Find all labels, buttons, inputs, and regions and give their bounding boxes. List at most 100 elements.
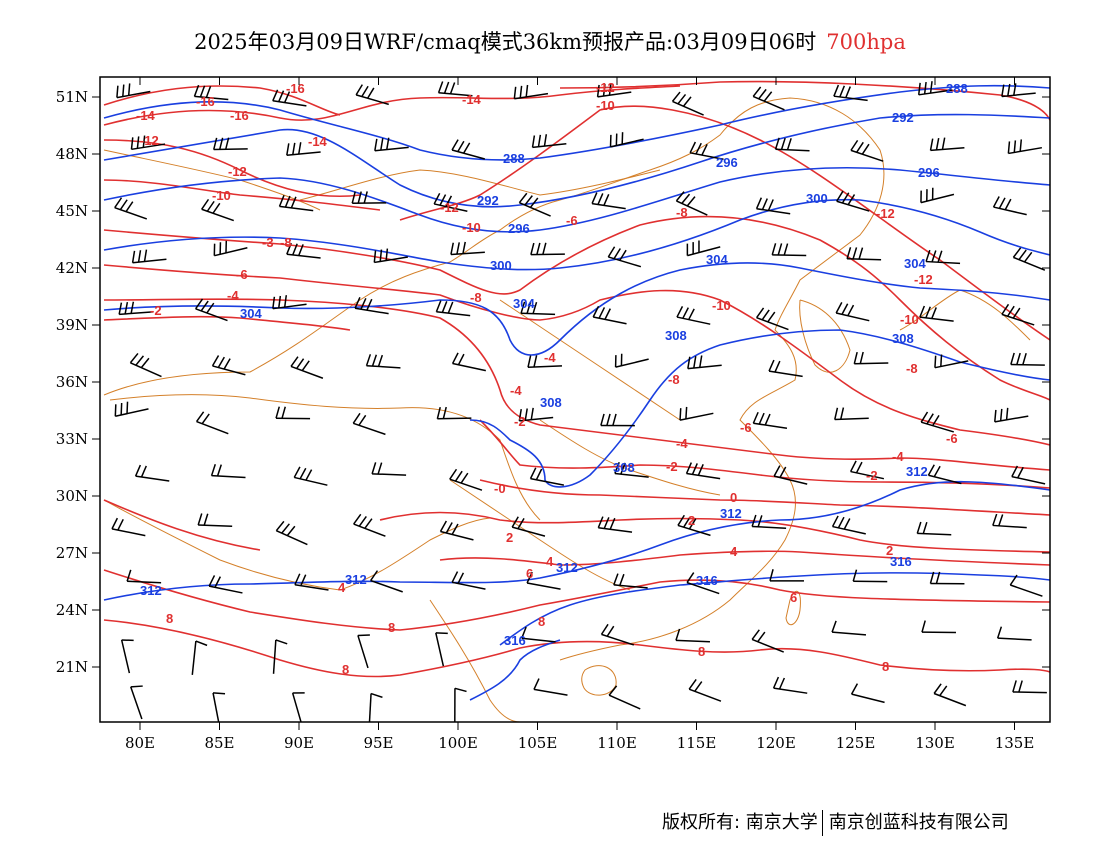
label-316: 316: [696, 573, 718, 588]
label-292: 292: [892, 110, 914, 125]
wind-barb: [614, 353, 649, 368]
label-t6b: 6: [790, 590, 797, 605]
provinces-2: [539, 419, 721, 496]
label-308b: 308: [892, 331, 914, 346]
label-t-6d: -6: [946, 431, 958, 446]
wind-barb: [925, 249, 961, 265]
label-296: 296: [716, 155, 738, 170]
wind-barb: [436, 406, 472, 420]
label-300: 300: [806, 191, 828, 206]
wind-barb: [118, 301, 154, 316]
wind-barb: [129, 352, 162, 378]
label-312e: 312: [345, 572, 367, 587]
label-t-10d: -10: [712, 298, 731, 313]
wind-barb: [371, 462, 407, 476]
label-t-8: -8: [676, 205, 688, 220]
y-axis: 51N 48N 45N 42N 39N 36N 33N 30N 27N 24N 21N: [56, 88, 1050, 676]
label-t8f: 8: [342, 662, 349, 677]
wind-barb: [520, 301, 556, 316]
india-border: [103, 499, 491, 591]
y-tick-label: 21N: [56, 658, 88, 676]
wind-barb: [272, 295, 307, 310]
label-t-3: -3: [262, 235, 274, 250]
label-t-2: -2: [150, 303, 162, 318]
wind-barb: [676, 306, 711, 325]
y-tick-label: 36N: [56, 373, 88, 391]
label-t-14c: -14: [308, 134, 328, 149]
wind-barb: [1007, 139, 1043, 155]
wind-barb: [210, 464, 246, 479]
y-tick-label: 48N: [56, 145, 88, 163]
label-t8: 8: [166, 611, 173, 626]
label-t-16c: -16: [230, 108, 249, 123]
label-t-8b: -8: [280, 235, 292, 250]
wind-barb: [533, 678, 568, 696]
wind-barb: [836, 190, 870, 212]
title-text: 2025年03月09日WRF/cmaq模式36km预报产品:03月09日06时: [194, 30, 817, 54]
label-t-12d: -12: [440, 200, 459, 215]
wind-barb: [114, 197, 148, 220]
height-304: [103, 262, 1050, 356]
x-tick-label: 105E: [518, 734, 558, 752]
wind-barb: [111, 517, 146, 537]
label-t-2c: -2: [666, 459, 678, 474]
wind-barb: [354, 297, 389, 315]
wind-barb: [450, 241, 485, 256]
wind-barb: [194, 298, 228, 322]
wind-barb: [433, 192, 468, 212]
wind-barb: [201, 198, 234, 222]
wind-barb: [120, 639, 134, 674]
wind-barb: [531, 134, 567, 149]
y-tick-label: 30N: [56, 487, 88, 505]
wind-barb: [435, 300, 471, 317]
wind-barb: [933, 683, 967, 707]
label-t2c: 2: [886, 543, 893, 558]
mongolia-border: [299, 169, 661, 201]
wind-barb: [1012, 680, 1047, 694]
isotherm-4: [439, 550, 1050, 566]
wind-barb: [920, 411, 954, 433]
wind-barb: [609, 132, 644, 148]
wind-barb: [130, 135, 166, 151]
isotherm--10b: [399, 105, 1050, 341]
wind-barb: [213, 137, 248, 151]
label-t-16: -16: [286, 81, 305, 96]
label-t-14: -14: [462, 92, 482, 107]
label-t-12e: -12: [876, 206, 895, 221]
label-t4b: 4: [730, 544, 738, 559]
wind-barb: [679, 406, 714, 421]
label-t-6c: -6: [740, 420, 752, 435]
isotherm--12a: [103, 139, 361, 198]
x-tick-label: 115E: [677, 734, 717, 752]
label-304: 304: [706, 252, 728, 267]
wind-barb: [675, 191, 708, 216]
label-t-10: -10: [596, 98, 615, 113]
wind-barb: [846, 247, 882, 261]
company-name: 南京创蓝科技有限公司: [828, 812, 1009, 833]
wind-barb: [916, 521, 952, 536]
wind-barb: [685, 462, 721, 480]
height-316b: [469, 639, 561, 701]
wind-barb: [929, 137, 965, 152]
height-312: [103, 480, 1050, 601]
wind-barb: [671, 91, 704, 116]
wind-barb: [357, 634, 370, 669]
isotherm-2: [103, 499, 1050, 553]
label-t4c: 4: [338, 580, 346, 595]
copyright-text: 版权所有: 南京大学: [662, 812, 818, 833]
wind-barb: [773, 465, 808, 485]
label-t8b: 8: [388, 620, 395, 635]
wind-barb: [286, 242, 321, 259]
coastline: [559, 329, 797, 661]
wind-barb: [529, 467, 565, 486]
wind-barb: [213, 240, 248, 257]
wind-barb: [1009, 574, 1043, 597]
wind-barb: [291, 692, 305, 722]
label-304c: 304: [240, 306, 262, 321]
wind-barb: [600, 623, 635, 646]
label-t-12c: -12: [228, 164, 247, 179]
wind-barb: [373, 248, 408, 264]
provinces-1: [499, 299, 681, 421]
label-t-10e: -10: [900, 312, 919, 327]
wind-barb: [352, 412, 386, 436]
